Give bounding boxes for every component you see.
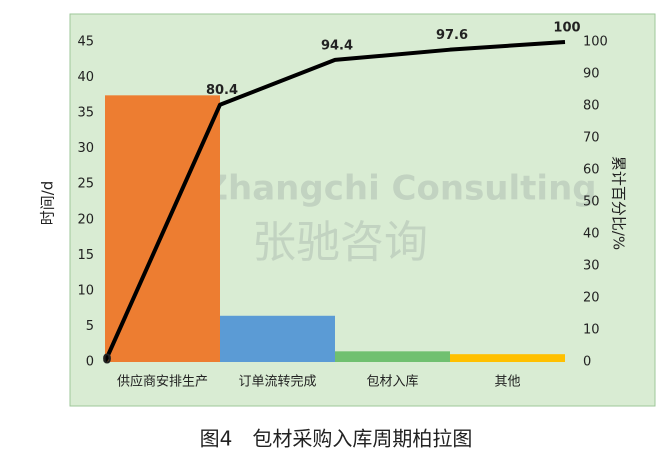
y2-axis-label: 累计百分比/% bbox=[610, 156, 628, 250]
y-axis-label: 时间/d bbox=[39, 181, 57, 226]
y2-tick-label: 10 bbox=[583, 323, 600, 338]
watermark: Zhangchi Consulting bbox=[203, 169, 596, 209]
x-tick-label: 订单流转完成 bbox=[238, 375, 316, 390]
y2-tick-label: 90 bbox=[583, 67, 600, 82]
y-tick-label: 20 bbox=[77, 212, 94, 227]
y2-tick-label: 30 bbox=[583, 259, 600, 274]
y2-tick-label: 60 bbox=[583, 163, 600, 178]
caption: 图4 包材采购入库周期柏拉图 bbox=[200, 427, 473, 451]
y-tick-label: 30 bbox=[77, 141, 94, 156]
y2-tick-label: 40 bbox=[583, 227, 600, 242]
data-label: 97.6 bbox=[436, 28, 468, 43]
data-label: 94.4 bbox=[321, 38, 353, 53]
y-tick-label: 35 bbox=[77, 106, 94, 121]
y-tick-label: 25 bbox=[77, 177, 94, 192]
y-tick-label: 45 bbox=[77, 35, 94, 50]
y-tick-label: 5 bbox=[86, 319, 94, 334]
data-label: 100 bbox=[553, 21, 580, 36]
y2-tick-label: 50 bbox=[583, 195, 600, 210]
y2-tick-label: 100 bbox=[583, 35, 608, 50]
y2-tick-label: 80 bbox=[583, 99, 600, 114]
x-tick-label: 包材入库 bbox=[366, 374, 418, 390]
data-label: 80.4 bbox=[206, 83, 238, 98]
y-tick-label: 15 bbox=[77, 248, 94, 263]
y2-tick-label: 0 bbox=[583, 355, 591, 370]
y-tick-label: 40 bbox=[77, 70, 94, 85]
y2-tick-label: 70 bbox=[583, 131, 600, 146]
x-tick-label: 供应商安排生产 bbox=[117, 374, 208, 390]
x-tick-label: 其他 bbox=[494, 375, 520, 390]
watermark: 张驰咨询 bbox=[252, 217, 428, 268]
bar bbox=[220, 315, 335, 362]
y-tick-label: 0 bbox=[86, 355, 94, 370]
bar bbox=[335, 351, 450, 362]
y-tick-label: 10 bbox=[77, 283, 94, 298]
cumulative-line bbox=[103, 40, 566, 363]
y2-tick-label: 20 bbox=[583, 291, 600, 306]
data-label: 0 bbox=[102, 353, 111, 368]
bar bbox=[450, 354, 565, 362]
